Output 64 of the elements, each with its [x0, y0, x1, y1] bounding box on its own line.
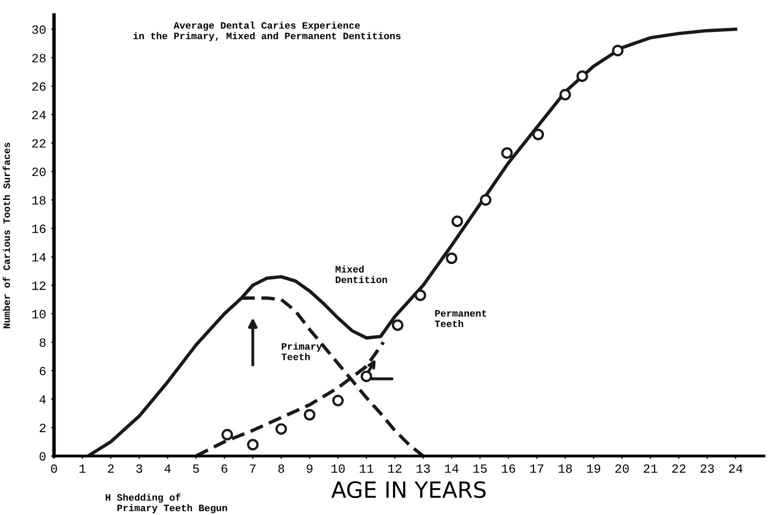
annotation: Mixed Dentition	[336, 265, 388, 284]
y-axis-title: Number of Carious Tooth Surfaces	[2, 142, 10, 328]
y-tick-label: 14	[32, 253, 46, 262]
y-tick-label: 10	[32, 310, 46, 318]
y-tick-label: 8	[40, 338, 46, 347]
x-tick-label: 23	[700, 464, 714, 473]
y-tick-label: 24	[32, 110, 46, 120]
y-tick-label: 2	[40, 424, 46, 432]
x-tick-label: 10	[331, 464, 345, 473]
x-tick-label: 7	[250, 464, 256, 473]
x-tick-label: 13	[416, 464, 430, 473]
point	[392, 319, 404, 331]
point	[480, 194, 492, 206]
x-tick-label: 6	[222, 464, 228, 473]
y-tick-label: 6	[40, 366, 46, 376]
x-tick-label: 24	[728, 464, 742, 473]
x-tick-label: 21	[644, 464, 658, 473]
x-tick-label: 14	[445, 464, 458, 473]
point	[275, 423, 287, 435]
point	[501, 147, 513, 159]
x-tick-label: 15	[473, 464, 487, 473]
y-tick-label: 20	[32, 168, 46, 176]
y-tick-label: 30	[32, 25, 46, 34]
y-tick-label: 22	[32, 139, 46, 148]
x-tick-label: 0	[51, 464, 57, 473]
point	[576, 70, 588, 82]
point	[559, 88, 571, 100]
y-tick-label: 16	[32, 224, 46, 234]
x-tick-label: 22	[672, 464, 686, 473]
y-tick-label: 28	[32, 54, 46, 62]
x-axis-title: AGE IN YEARS	[331, 481, 486, 498]
y-tick-label: 18	[32, 196, 46, 205]
x-tick-label: 16	[502, 464, 516, 473]
x-tick-label: 19	[587, 464, 600, 473]
point	[304, 408, 316, 421]
x-tick-label: 20	[615, 464, 629, 473]
x-tick-label: 1	[80, 464, 86, 473]
y-tick-label: 4	[39, 395, 46, 404]
point	[532, 128, 544, 140]
text: H Shedding of Primary Teeth Begun	[106, 493, 228, 514]
y-tick-label: 26	[32, 82, 46, 91]
point	[612, 44, 624, 56]
point	[221, 428, 234, 440]
x-tick-label: 9	[306, 464, 312, 473]
annotation: Primary Teeth	[281, 342, 322, 360]
point	[247, 438, 259, 450]
x-tick-label: 4	[164, 464, 171, 473]
x-tick-label: 5	[193, 464, 199, 473]
x-tick-label: 3	[136, 464, 142, 473]
point	[332, 394, 344, 406]
x-tick-label: 18	[558, 464, 572, 473]
point	[446, 252, 458, 264]
y-tick-label: 12	[32, 281, 46, 290]
point	[452, 216, 464, 228]
x-tick-label: 2	[108, 464, 114, 473]
annotation: Permanent Teeth	[434, 310, 486, 328]
x-tick-label: 17	[530, 464, 544, 473]
x-tick-label: 12	[388, 464, 402, 473]
x-tick-label: 8	[278, 464, 284, 473]
x-tick-label: 11	[360, 464, 374, 473]
point	[414, 289, 426, 302]
point	[360, 370, 372, 382]
text: Average Dental Caries Experience in the Primary, Mixed and Permanent Dentitions	[133, 22, 401, 42]
y-tick-label: 0	[40, 452, 46, 461]
